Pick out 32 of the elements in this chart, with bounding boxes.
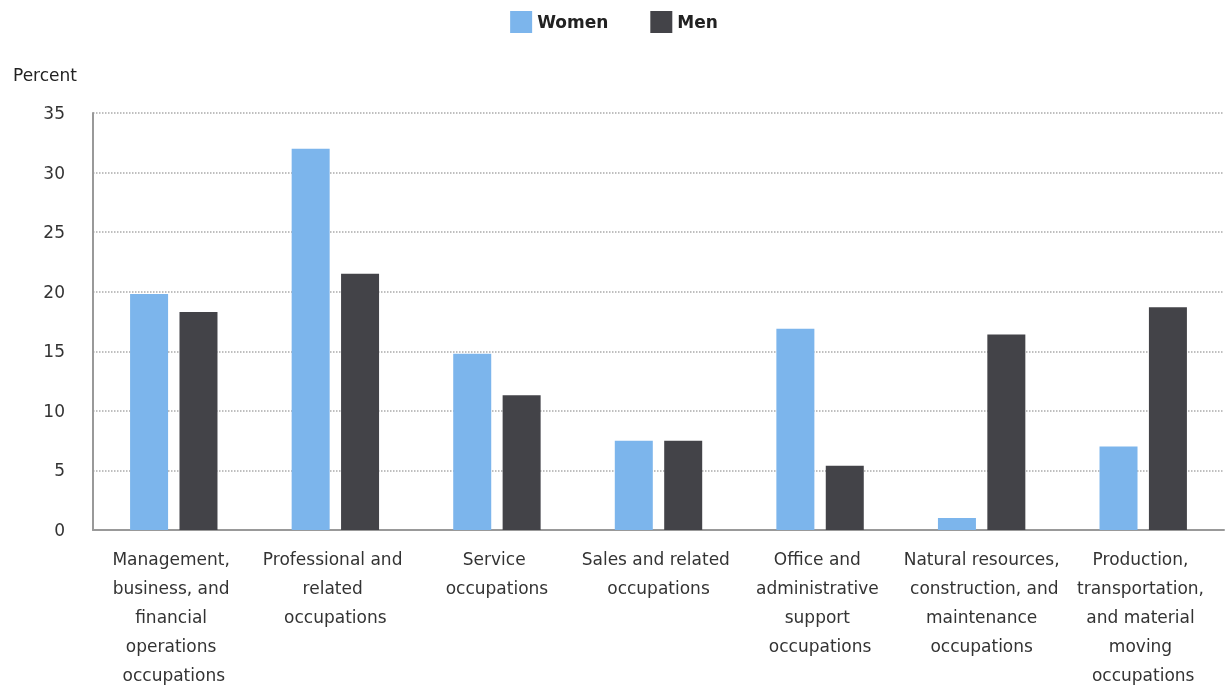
- bar: [341, 273, 380, 530]
- y-axis-title: Percent: [13, 64, 78, 85]
- bar: [453, 353, 492, 530]
- x-tick-label: Service occupations: [445, 548, 549, 598]
- bar: [614, 440, 653, 530]
- legend-label: Men: [677, 12, 718, 32]
- y-tick-label: 20: [43, 281, 65, 302]
- bar: [664, 440, 703, 530]
- x-tick-label: Professional and related occupations: [262, 548, 408, 627]
- x-tick-label: Production, transportation, and material moving occupations: [1077, 548, 1210, 685]
- bar: [179, 311, 218, 530]
- x-tick-label: Management, business, and financial operations occupations: [112, 548, 236, 685]
- y-tick-label: 35: [43, 103, 65, 123]
- y-tick-label: 5: [54, 460, 65, 481]
- y-tick-label: 30: [43, 162, 65, 183]
- bar: [776, 328, 815, 530]
- x-tick-label: Sales and related occupations: [581, 548, 736, 598]
- bar: [130, 294, 169, 530]
- x-tick-label: Office and administrative support occupations: [755, 548, 885, 656]
- y-tick-label: 15: [43, 341, 65, 362]
- y-tick-label: 0: [54, 520, 65, 540]
- bar: [1148, 307, 1187, 530]
- x-tick-label: Natural resources, construction, and maintenance occupations: [903, 548, 1060, 656]
- bar: [987, 334, 1026, 530]
- bar: [1099, 446, 1138, 530]
- bar: [937, 518, 976, 530]
- bar: [291, 148, 330, 530]
- legend-label: Women: [537, 12, 609, 32]
- y-tick-label: 25: [43, 222, 65, 243]
- bar: [502, 395, 541, 530]
- bar: [825, 465, 864, 530]
- y-tick-label: 10: [43, 400, 65, 421]
